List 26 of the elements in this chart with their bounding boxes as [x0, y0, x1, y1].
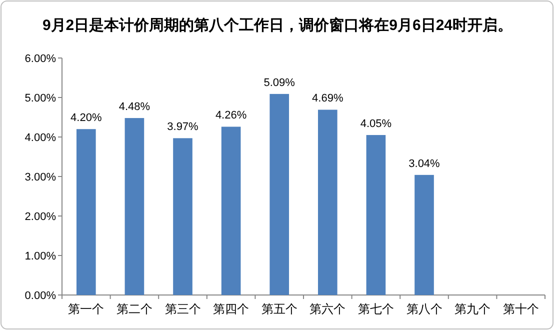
y-tick-label: 5.00% [24, 92, 56, 104]
x-tick-label: 第九个 [454, 302, 491, 316]
y-tick-label: 2.00% [24, 211, 56, 223]
y-tick-label: 1.00% [24, 250, 56, 262]
data-label: 4.69% [312, 92, 344, 105]
x-tick-label: 第二个 [116, 302, 152, 316]
chart-title: 9月2日是本计价周期的第八个工作日，调价窗口将在9月6日24时开启。 [42, 16, 513, 34]
x-tick-label: 第一个 [68, 302, 104, 316]
data-label: 5.09% [264, 76, 296, 89]
x-tick-label: 第五个 [261, 302, 298, 316]
y-tick-label: 3.00% [24, 172, 56, 184]
y-tick-label: 0.00% [24, 290, 56, 302]
data-label: 4.05% [360, 118, 392, 130]
y-tick-label: 6.00% [24, 53, 56, 65]
data-label: 3.04% [408, 158, 440, 170]
data-label: 4.48% [118, 101, 150, 114]
x-tick-label: 第四个 [213, 302, 250, 316]
data-label: 4.26% [215, 110, 247, 122]
x-tick-label: 第八个 [406, 302, 442, 316]
data-label: 4.20% [70, 112, 102, 124]
x-tick-label: 第十个 [502, 302, 539, 316]
x-tick-label: 第三个 [164, 302, 201, 316]
x-tick-label: 第七个 [358, 302, 394, 316]
x-tick-label: 第六个 [310, 302, 346, 316]
y-tick-label: 4.00% [24, 132, 56, 144]
data-label: 3.97% [167, 121, 199, 134]
